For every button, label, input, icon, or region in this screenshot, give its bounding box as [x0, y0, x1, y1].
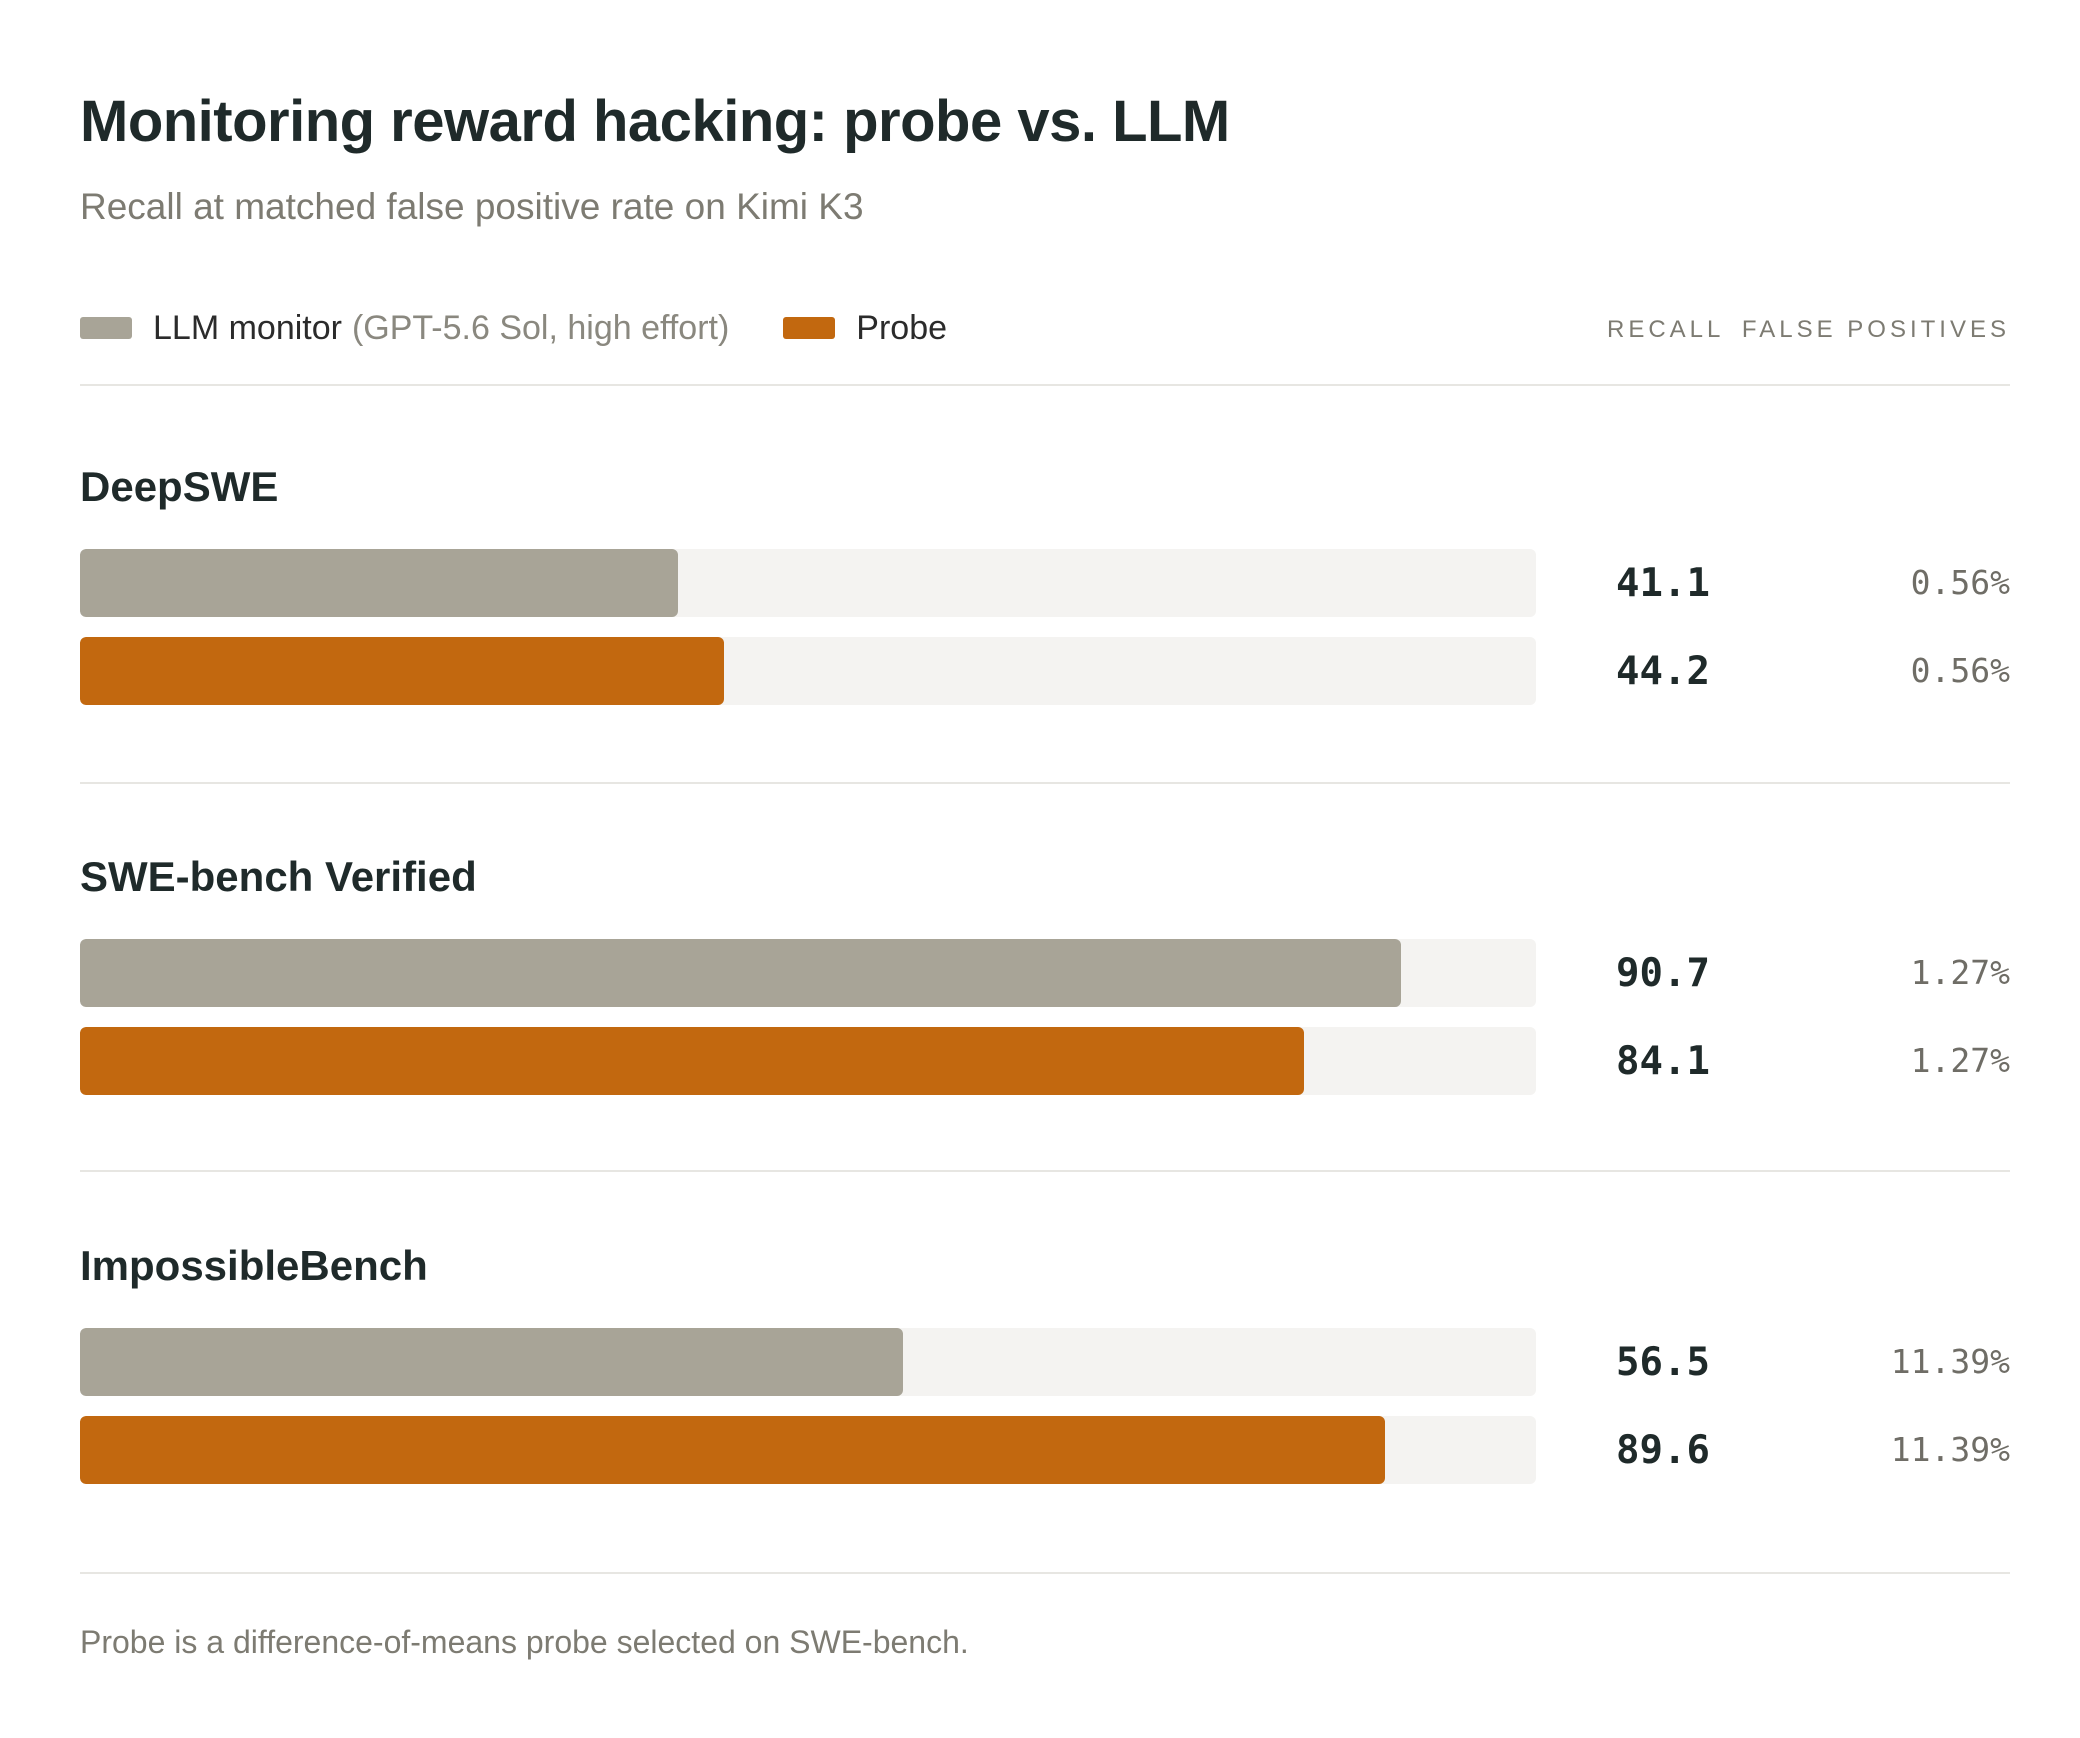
false-positive-value: 11.39%: [1890, 1342, 2010, 1381]
bar-probe: [80, 1416, 1385, 1484]
legend-label-llm: LLM monitor: [153, 308, 342, 347]
legend-swatch-probe: [783, 317, 836, 339]
bar-track: [80, 637, 1536, 705]
false-positive-value: 1.27%: [1910, 953, 2010, 992]
bar-probe: [80, 637, 724, 705]
bar-track: [80, 1027, 1536, 1095]
column-header-recall: RECALL: [1607, 316, 1725, 343]
chart-title: Monitoring reward hacking: probe vs. LLM: [80, 89, 1230, 154]
bar-track: [80, 1416, 1536, 1484]
false-positive-value: 0.56%: [1910, 563, 2010, 602]
legend-item-probe: Probe: [783, 309, 947, 348]
divider-3: [80, 1572, 2010, 1574]
recall-value: 84.1: [1616, 1039, 1710, 1084]
recall-value: 90.7: [1616, 951, 1710, 996]
chart-subtitle: Recall at matched false positive rate on…: [80, 186, 864, 227]
category-label: DeepSWE: [80, 463, 279, 510]
column-header-false-positives: FALSE POSITIVES: [1741, 316, 2010, 343]
legend-item-llm: LLM monitor (GPT-5.6 Sol, high effort): [80, 309, 729, 348]
legend-swatch-llm: [80, 317, 132, 339]
divider-0: [80, 384, 2010, 386]
false-positive-value: 11.39%: [1890, 1430, 2010, 1469]
category-label: SWE-bench Verified: [80, 853, 477, 900]
recall-value: 89.6: [1616, 1428, 1710, 1473]
recall-value: 56.5: [1616, 1340, 1710, 1385]
legend: LLM monitor (GPT-5.6 Sol, high effort) P…: [80, 306, 947, 350]
bar-probe: [80, 1027, 1305, 1095]
divider-2: [80, 1170, 2010, 1172]
recall-value: 44.2: [1616, 649, 1710, 694]
category-label: ImpossibleBench: [80, 1242, 428, 1289]
false-positive-value: 0.56%: [1910, 651, 2010, 690]
bar-llm: [80, 549, 679, 617]
bar-llm: [80, 1328, 903, 1396]
legend-detail-llm: (GPT-5.6 Sol, high effort): [351, 308, 730, 347]
false-positive-value: 1.27%: [1910, 1041, 2010, 1080]
bar-track: [80, 939, 1536, 1007]
recall-value: 41.1: [1616, 561, 1710, 606]
bar-track: [80, 549, 1536, 617]
bar-llm: [80, 939, 1401, 1007]
bar-track: [80, 1328, 1536, 1396]
legend-label-probe: Probe: [856, 308, 948, 347]
footnote: Probe is a difference-of-means probe sel…: [80, 1624, 969, 1660]
divider-1: [80, 782, 2010, 784]
